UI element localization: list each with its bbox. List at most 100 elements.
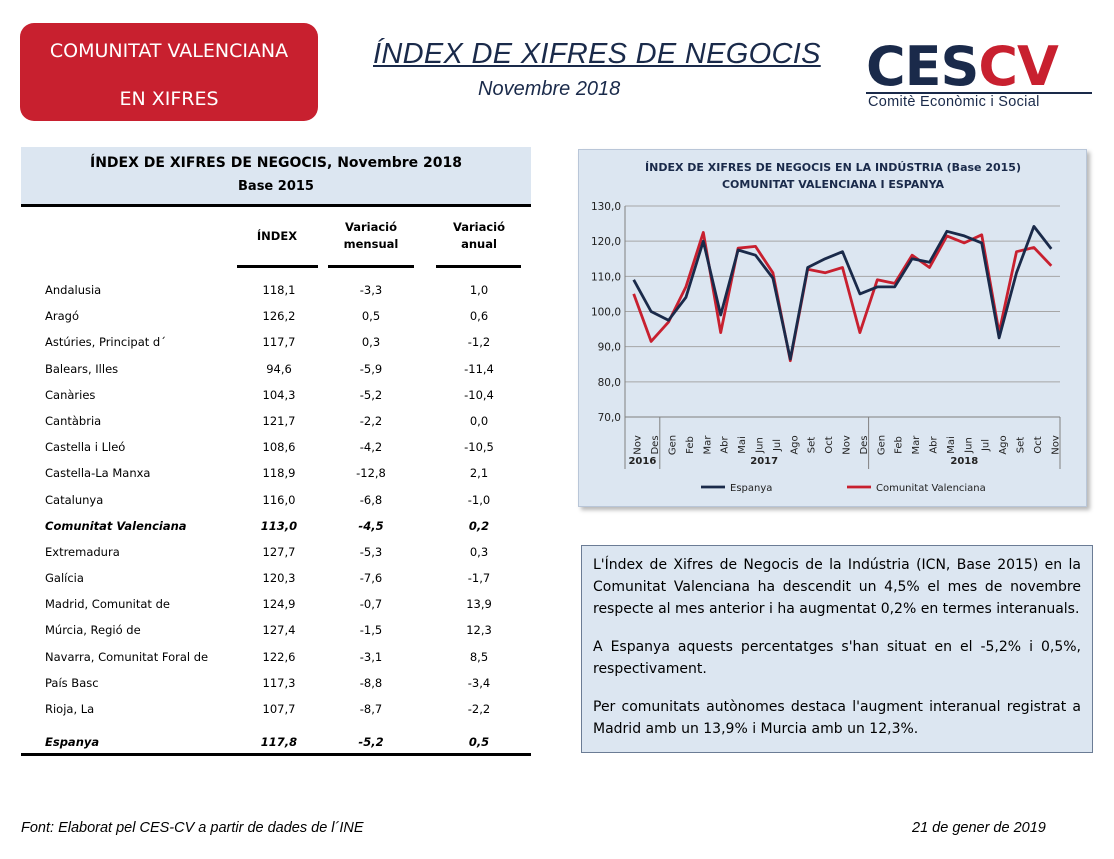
summary-paragraph-3: Per comunitats autònomes destaca l'augme… (593, 699, 1081, 737)
index-value: 117,3 (262, 675, 296, 690)
table-row: Galícia 120,3 -7,6 -1,7 (21, 566, 531, 592)
annual-change: 0,2 (468, 518, 490, 533)
x-tick-label: Nov (1050, 435, 1061, 455)
monthly-change: -6,8 (359, 492, 383, 507)
y-tick-label: 110,0 (591, 271, 621, 283)
x-tick-label: Abr (929, 435, 940, 453)
monthly-change: -5,2 (359, 387, 383, 402)
index-value: 126,2 (262, 309, 296, 324)
annual-change: 2,1 (469, 466, 489, 481)
logo-subtitle: Comitè Econòmic i Social (868, 94, 1040, 110)
index-value: 118,1 (262, 283, 296, 297)
legend-label: Comunitat Valenciana (876, 483, 986, 494)
monthly-change: -4,5 (358, 518, 384, 533)
region-name: Canàries (45, 387, 96, 402)
region-name: Astúries, Principat d´ (45, 335, 166, 350)
annual-change: 13,9 (466, 597, 492, 612)
index-value: 127,4 (262, 623, 296, 638)
monthly-change: -5,2 (358, 735, 384, 750)
x-tick-label: Des (650, 435, 661, 454)
region-name: Comunitat Valenciana (45, 518, 187, 533)
footer-date: 21 de gener de 2019 (912, 820, 1046, 836)
summary-paragraph-1: L'Índex de Xifres de Negocis de la Indús… (593, 557, 1081, 617)
table-row: Madrid, Comunitat de 124,9 -0,7 13,9 (21, 592, 531, 618)
footer-source: Font: Elaborat pel CES-CV a partir de da… (21, 820, 364, 836)
table-row: Canàries 104,3 -5,2 -10,4 (21, 383, 531, 409)
annual-change: 0,3 (469, 544, 489, 559)
table-header: ÍNDEX DE XIFRES DE NEGOCIS, Novembre 201… (21, 147, 531, 207)
chart-subtitle: COMUNITAT VALENCIANA I ESPANYA (722, 178, 945, 191)
monthly-change: 0,5 (361, 309, 381, 324)
index-value: 108,6 (262, 440, 296, 455)
y-tick-label: 120,0 (591, 236, 621, 248)
x-tick-label: Mar (702, 435, 713, 455)
col-rule-index (237, 265, 318, 268)
table-row: País Basc 117,3 -8,8 -3,4 (21, 671, 531, 697)
index-value: 117,8 (260, 735, 298, 750)
region-name: Espanya (45, 735, 100, 750)
region-name: País Basc (45, 675, 99, 690)
table-row: Aragó 126,2 0,5 0,6 (21, 304, 531, 330)
page-subtitle: Novembre 2018 (478, 78, 621, 100)
x-tick-label: Ago (998, 435, 1009, 454)
year-label: 2017 (750, 456, 778, 467)
badge-line-2: EN XIFRES (119, 88, 219, 110)
y-tick-label: 70,0 (598, 412, 621, 424)
index-value: 113,0 (260, 518, 298, 533)
index-value: 94,6 (266, 361, 292, 376)
index-value: 122,6 (262, 649, 296, 664)
table-row: Cantàbria 121,7 -2,2 0,0 (21, 409, 531, 435)
region-name: Extremadura (45, 544, 120, 559)
x-tick-label: Feb (894, 436, 905, 454)
annual-change: -1,7 (467, 571, 491, 586)
annual-change: -1,2 (467, 335, 491, 350)
region-name: Aragó (45, 309, 79, 324)
y-tick-label: 100,0 (591, 307, 621, 319)
table-total-row: Espanya 117,8 -5,2 0,5 (21, 730, 531, 756)
index-value: 120,3 (262, 571, 296, 586)
monthly-change: -7,6 (359, 571, 383, 586)
x-tick-label: Jul (772, 439, 783, 452)
table-row: Múrcia, Regió de 127,4 -1,5 12,3 (21, 618, 531, 644)
annual-change: 0,5 (468, 735, 490, 750)
table-row: Extremadura 127,7 -5,3 0,3 (21, 540, 531, 566)
annual-change: 0,6 (469, 309, 489, 324)
chart-title: ÍNDEX DE XIFRES DE NEGOCIS EN LA INDÚSTR… (645, 161, 1021, 174)
annual-change: 8,5 (469, 649, 489, 664)
x-tick-label: Gen (668, 435, 679, 455)
col-header-index: ÍNDEX (256, 229, 298, 243)
summary-paragraph-2: A Espanya aquests percentatges s'han sit… (593, 639, 1081, 677)
table-row: Catalunya 116,0 -6,8 -1,0 (21, 488, 531, 514)
region-name: Castella i Lleó (45, 440, 126, 455)
monthly-change: -12,8 (356, 466, 386, 481)
chart-panel: ÍNDEX DE XIFRES DE NEGOCIS EN LA INDÚSTR… (578, 149, 1087, 507)
monthly-change: -3,1 (359, 649, 383, 664)
index-value: 118,9 (262, 466, 296, 481)
monthly-change: -8,7 (359, 702, 383, 716)
annual-change: -3,4 (467, 675, 491, 690)
region-name: Castella-La Manxa (45, 466, 151, 481)
x-tick-label: Mar (911, 435, 922, 455)
series-line-espanya (632, 225, 1053, 361)
y-tick-label: 80,0 (598, 377, 621, 389)
index-value: 127,7 (262, 544, 296, 559)
monthly-change: 0,3 (361, 335, 381, 350)
region-name: Balears, Illes (45, 361, 119, 376)
x-tick-label: Jul (981, 439, 992, 452)
annual-change: 0,0 (469, 413, 489, 428)
y-tick-label: 90,0 (598, 342, 621, 354)
region-name: Múrcia, Regió de (45, 623, 141, 638)
x-tick-label: Set (1016, 437, 1027, 454)
col-header-annual: Variació anual (452, 220, 506, 251)
logo-ces: CES (866, 35, 979, 98)
index-value: 124,9 (262, 597, 296, 612)
x-tick-label: Oct (824, 436, 835, 453)
col-header-monthly: Variació mensual (343, 220, 399, 251)
cescv-logo: CESCV Comitè Econòmic i Social (866, 40, 1096, 112)
region-name: Catalunya (45, 492, 104, 507)
x-tick-label: Set (807, 437, 818, 454)
table-row: Castella-La Manxa 118,9 -12,8 2,1 (21, 461, 531, 487)
annual-change: -10,5 (464, 440, 494, 455)
region-badge: COMUNITAT VALENCIANA EN XIFRES (20, 23, 318, 121)
index-value: 117,7 (262, 335, 296, 350)
